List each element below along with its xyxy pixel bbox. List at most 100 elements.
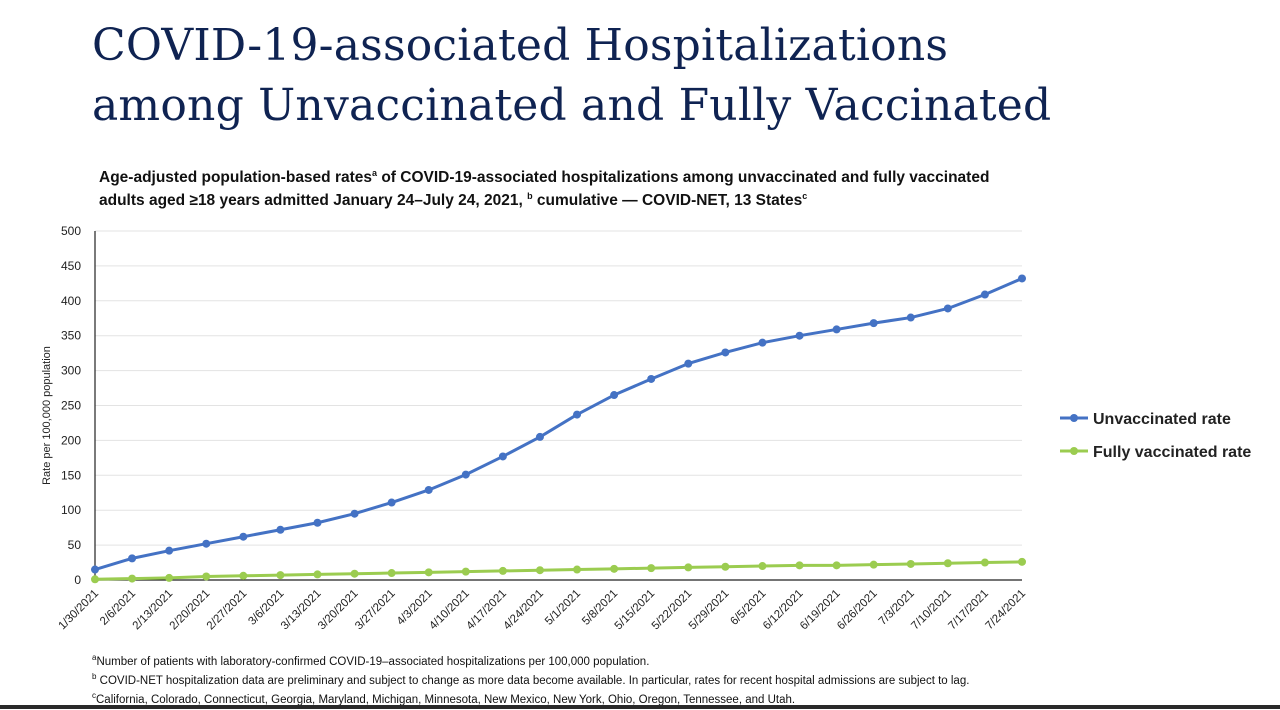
data-point-fully-vaccinated-rate xyxy=(906,559,915,568)
y-tick-label: 400 xyxy=(61,294,81,308)
y-tick-label: 450 xyxy=(61,259,81,273)
data-point-unvaccinated-rate xyxy=(684,359,693,368)
x-axis-ticks: 1/30/20212/6/20212/13/20212/20/20212/27/… xyxy=(56,588,1028,633)
data-point-unvaccinated-rate xyxy=(350,509,359,518)
data-point-unvaccinated-rate xyxy=(239,532,248,541)
data-point-unvaccinated-rate xyxy=(424,485,433,494)
data-point-unvaccinated-rate xyxy=(832,325,841,334)
y-tick-label: 350 xyxy=(61,329,81,343)
data-point-fully-vaccinated-rate xyxy=(350,569,359,578)
slide-title-line-2: among Unvaccinated and Fully Vaccinated xyxy=(92,80,1052,131)
x-tick-label: 4/24/2021 xyxy=(501,588,546,633)
data-point-unvaccinated-rate xyxy=(498,452,507,461)
legend-swatch-marker xyxy=(1070,414,1078,422)
data-point-fully-vaccinated-rate xyxy=(980,558,989,567)
series-line-unvaccinated-rate xyxy=(94,277,1023,571)
x-tick-label: 7/24/2021 xyxy=(983,588,1028,633)
data-point-unvaccinated-rate xyxy=(906,313,915,322)
footnote-a-mark: a xyxy=(92,653,97,663)
data-point-unvaccinated-rate xyxy=(647,374,656,383)
y-tick-label: 250 xyxy=(61,399,81,413)
data-point-fully-vaccinated-rate xyxy=(832,561,841,570)
x-tick-label: 6/26/2021 xyxy=(835,588,880,633)
data-point-unvaccinated-rate xyxy=(795,331,804,340)
data-point-fully-vaccinated-rate xyxy=(647,564,656,573)
chart-title: Age-adjusted population-based ratesa of … xyxy=(99,166,1099,212)
data-point-unvaccinated-rate xyxy=(1018,274,1026,283)
y-tick-label: 50 xyxy=(68,538,82,552)
data-point-unvaccinated-rate xyxy=(869,319,878,328)
footnote-c: cCalifornia, Colorado, Connecticut, Geor… xyxy=(92,691,1192,710)
x-tick-label: 1/30/2021 xyxy=(56,588,101,633)
footnote-a-text: Number of patients with laboratory-confi… xyxy=(96,656,650,668)
data-point-fully-vaccinated-rate xyxy=(387,569,396,578)
data-point-fully-vaccinated-rate xyxy=(128,574,137,583)
footnote-b-mark: b xyxy=(92,672,97,682)
y-tick-label: 300 xyxy=(61,364,81,378)
y-tick-label: 100 xyxy=(61,503,81,517)
data-point-unvaccinated-rate xyxy=(313,518,322,527)
data-point-fully-vaccinated-rate xyxy=(795,561,804,570)
data-point-fully-vaccinated-rate xyxy=(239,571,248,580)
footnotes: aNumber of patients with laboratory-conf… xyxy=(92,653,1192,710)
data-point-unvaccinated-rate xyxy=(128,554,137,563)
footnote-mark-b: b xyxy=(527,190,533,201)
chart-title-text: Age-adjusted population-based rates xyxy=(99,169,373,186)
footnote-b: b COVID-NET hospitalization data are pre… xyxy=(92,672,1192,691)
slide-title: COVID-19-associated Hospitalizations amo… xyxy=(92,16,1212,136)
data-point-unvaccinated-rate xyxy=(202,539,211,548)
data-point-unvaccinated-rate xyxy=(721,348,730,357)
chart-title-line-1: Age-adjusted population-based ratesa of … xyxy=(99,166,1099,189)
data-point-unvaccinated-rate xyxy=(535,432,544,441)
data-point-unvaccinated-rate xyxy=(573,410,582,419)
grid-lines xyxy=(95,230,1022,546)
data-point-fully-vaccinated-rate xyxy=(869,560,878,569)
data-point-fully-vaccinated-rate xyxy=(758,562,767,571)
data-series xyxy=(91,274,1026,584)
y-tick-label: 500 xyxy=(61,224,81,238)
y-axis-ticks: 0 50 100 150 200 250 300 350 400 450 500 xyxy=(61,224,81,587)
legend-label: Unvaccinated rate xyxy=(1093,411,1231,428)
data-point-fully-vaccinated-rate xyxy=(684,563,693,572)
x-tick-label: 3/27/2021 xyxy=(353,588,398,633)
chart-title-text: cumulative — COVID-NET, 13 States xyxy=(532,192,803,209)
data-point-unvaccinated-rate xyxy=(461,470,470,479)
legend-swatch-marker xyxy=(1070,447,1078,455)
data-point-fully-vaccinated-rate xyxy=(573,565,582,574)
x-tick-label: 5/29/2021 xyxy=(687,588,732,633)
data-point-fully-vaccinated-rate xyxy=(461,567,470,576)
legend-label: Fully vaccinated rate xyxy=(1093,444,1251,461)
x-tick-label: 2/27/2021 xyxy=(205,588,250,633)
footnote-mark-a: a xyxy=(372,167,378,178)
footnote-b-text: COVID-NET hospitalization data are preli… xyxy=(96,675,970,687)
data-point-unvaccinated-rate xyxy=(276,525,285,534)
data-point-fully-vaccinated-rate xyxy=(943,559,952,568)
data-point-fully-vaccinated-rate xyxy=(1018,557,1026,566)
data-point-unvaccinated-rate xyxy=(758,338,767,347)
data-point-fully-vaccinated-rate xyxy=(202,572,211,581)
data-point-fully-vaccinated-rate xyxy=(313,570,322,579)
data-point-unvaccinated-rate xyxy=(387,498,396,507)
data-point-fully-vaccinated-rate xyxy=(424,568,433,577)
data-point-fully-vaccinated-rate xyxy=(535,566,544,575)
chart-title-text: of COVID-19-associated hospitalizations … xyxy=(377,169,990,186)
data-point-fully-vaccinated-rate xyxy=(91,575,99,584)
slide-title-line-1: COVID-19-associated Hospitalizations xyxy=(92,20,949,71)
x-tick-label: 5/1/2021 xyxy=(543,588,583,628)
y-axis-label: Rate per 100,000 population xyxy=(41,346,53,485)
data-point-fully-vaccinated-rate xyxy=(721,562,730,571)
legend: Unvaccinated rate Fully vaccinated rate xyxy=(1060,411,1251,461)
bottom-rule xyxy=(0,705,1280,709)
y-tick-label: 200 xyxy=(61,433,81,447)
series-line-fully-vaccinated-rate xyxy=(94,560,1023,581)
data-point-fully-vaccinated-rate xyxy=(498,566,507,575)
chart-title-line-2: adults aged ≥18 years admitted January 2… xyxy=(99,189,1099,212)
y-tick-label: 0 xyxy=(74,573,81,587)
footnote-a: aNumber of patients with laboratory-conf… xyxy=(92,653,1192,672)
data-point-fully-vaccinated-rate xyxy=(165,573,174,582)
data-point-fully-vaccinated-rate xyxy=(610,564,619,573)
data-point-unvaccinated-rate xyxy=(165,546,174,555)
footnote-c-mark: c xyxy=(92,691,96,701)
data-point-fully-vaccinated-rate xyxy=(276,571,285,580)
